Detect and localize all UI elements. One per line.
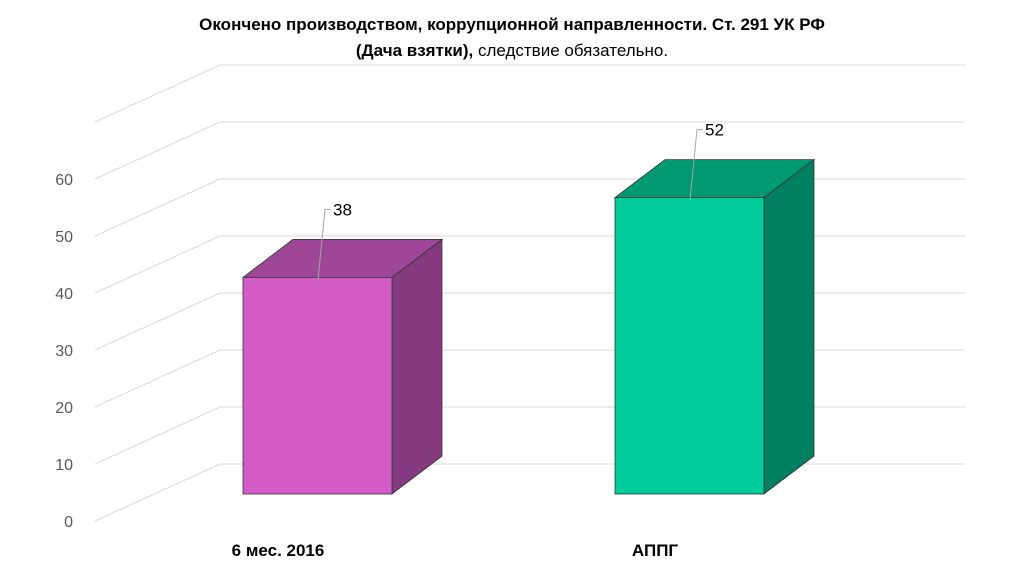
gridline-side	[94, 406, 221, 465]
y-tick-label: 20	[55, 400, 73, 417]
gridline-side	[94, 178, 221, 237]
y-tick-label: 60	[55, 172, 73, 189]
gridline-side	[94, 292, 221, 351]
data-label-leader	[317, 208, 331, 280]
y-tick-label: 30	[55, 343, 73, 360]
y-axis: 0 10 20 30 40 50 60	[55, 172, 73, 531]
bar-2: 52	[613, 121, 816, 495]
data-label: 38	[333, 200, 352, 219]
bars: 38 52	[241, 121, 816, 495]
chart-title-line2-rest: следствие обязательно.	[473, 41, 669, 60]
gridlines	[94, 64, 965, 522]
x-axis: 6 мес. 2016 АППГ	[232, 541, 679, 560]
x-category-label: 6 мес. 2016	[232, 541, 325, 560]
chart-title-line2-bold: (Дача взятки),	[355, 41, 474, 60]
chart-title: Окончено производством, коррупционной на…	[0, 12, 1024, 64]
data-label: 52	[705, 121, 724, 140]
y-tick-label: 50	[55, 229, 73, 246]
y-tick-label: 10	[55, 457, 73, 474]
bar-front-face	[242, 276, 393, 495]
y-tick-label: 0	[64, 514, 73, 531]
bar-side-face	[391, 238, 443, 495]
gridline-side	[94, 121, 221, 180]
x-category-label: АППГ	[632, 541, 678, 560]
chart-title-line2: (Дача взятки), следствие обязательно.	[0, 38, 1024, 64]
y-tick-label: 40	[55, 286, 73, 303]
bar-1: 38	[241, 200, 444, 495]
gridline-side	[94, 235, 221, 294]
gridline-side	[94, 349, 221, 408]
bar-side-face	[763, 158, 815, 495]
data-label-leader	[689, 129, 703, 200]
gridline-side	[94, 463, 221, 522]
bar-front-face	[614, 197, 765, 495]
gridline-side	[94, 64, 221, 123]
chart-title-line1: Окончено производством, коррупционной на…	[199, 15, 825, 34]
